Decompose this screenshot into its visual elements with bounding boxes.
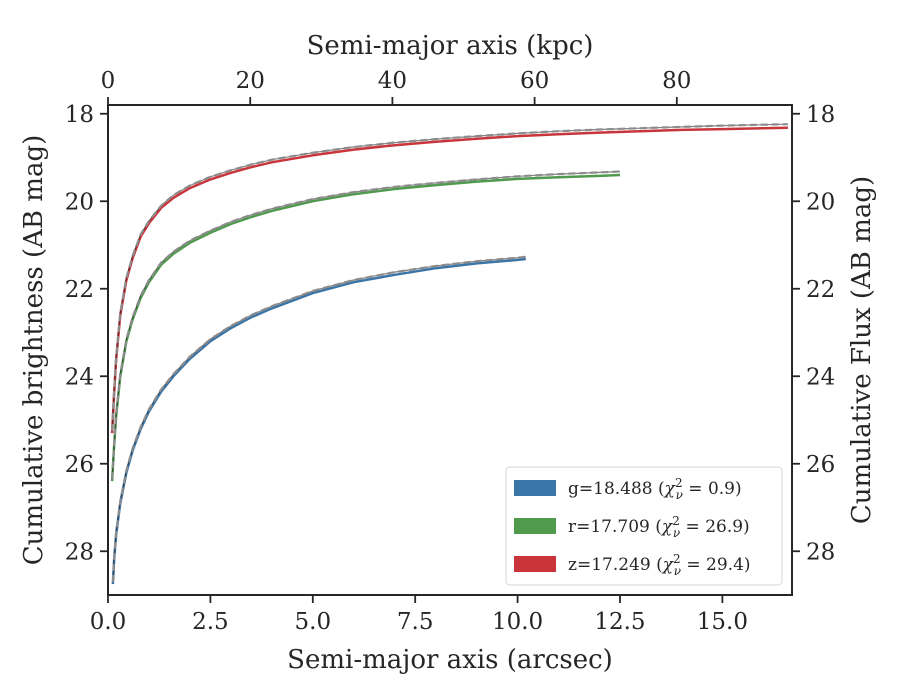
y-right-tick-label: 20 — [806, 189, 835, 215]
series-line-1 — [110, 173, 621, 482]
x-tick-label: 15.0 — [697, 609, 748, 635]
x-top-tick-label: 60 — [520, 68, 549, 94]
x-tick-label: 5.0 — [295, 609, 332, 635]
y-right-tick-label: 26 — [806, 452, 835, 478]
series-core-line-1 — [111, 170, 621, 480]
plot-area — [110, 123, 788, 585]
y-right-tick-label: 22 — [806, 277, 835, 303]
x-tick-label: 10.0 — [492, 609, 543, 635]
y-tick-label: 28 — [65, 539, 94, 565]
legend-swatch-0 — [514, 480, 556, 496]
model-line-1 — [111, 170, 621, 480]
series-line-2 — [110, 126, 788, 434]
y-right-tick-label: 28 — [806, 539, 835, 565]
axes: 0.0 2.5 5.0 7.5 10.0 12.5 15.0 0 20 40 60 80 18 18 20 2… — [65, 68, 836, 635]
y-tick-label: 26 — [65, 452, 94, 478]
x-top-tick-label: 40 — [378, 68, 407, 94]
x-axis-title: Semi-major axis (arcsec) — [287, 645, 613, 675]
x-top-tick-label: 80 — [662, 68, 691, 94]
model-line-2 — [111, 123, 788, 431]
y-right-axis-title: Cumulative Flux (AB mag) — [847, 176, 877, 524]
x-top-tick-label: 20 — [236, 68, 265, 94]
legend-swatch-2 — [514, 556, 556, 572]
model-line-0 — [111, 255, 526, 582]
y-tick-label: 18 — [65, 102, 94, 128]
x-tick-label: 0.0 — [90, 609, 127, 635]
series-line-0 — [111, 257, 526, 585]
y-axis-title: Cumulative brightness (AB mag) — [19, 135, 49, 566]
y-tick-label: 20 — [65, 189, 94, 215]
legend-label-0: g=18.488 (χ2 ν = 0.9) — [568, 476, 742, 502]
x-tick-label: 2.5 — [192, 609, 229, 635]
x-top-tick-label: 0 — [101, 68, 116, 94]
series-core-line-0 — [112, 256, 526, 582]
x-top-axis-title: Semi-major axis (kpc) — [307, 31, 594, 61]
x-tick-label: 12.5 — [594, 609, 645, 635]
legend-label-2: z=17.249 (χ2 ν = 29.4) — [568, 552, 751, 578]
y-right-tick-label: 24 — [806, 364, 835, 390]
plot-frame — [107, 104, 793, 596]
legend: g=18.488 (χ2 ν = 0.9) r=17.709 (χ2 ν = 26.9… — [505, 466, 783, 586]
legend-label-1: r=17.709 (χ2 ν = 26.9) — [568, 514, 750, 540]
x-tick-label: 7.5 — [397, 609, 434, 635]
y-tick-label: 24 — [65, 364, 94, 390]
y-tick-label: 22 — [65, 277, 94, 303]
legend-box — [505, 466, 783, 586]
y-right-tick-label: 18 — [806, 102, 835, 128]
series-core-line-2 — [111, 123, 788, 431]
legend-swatch-1 — [514, 518, 556, 534]
